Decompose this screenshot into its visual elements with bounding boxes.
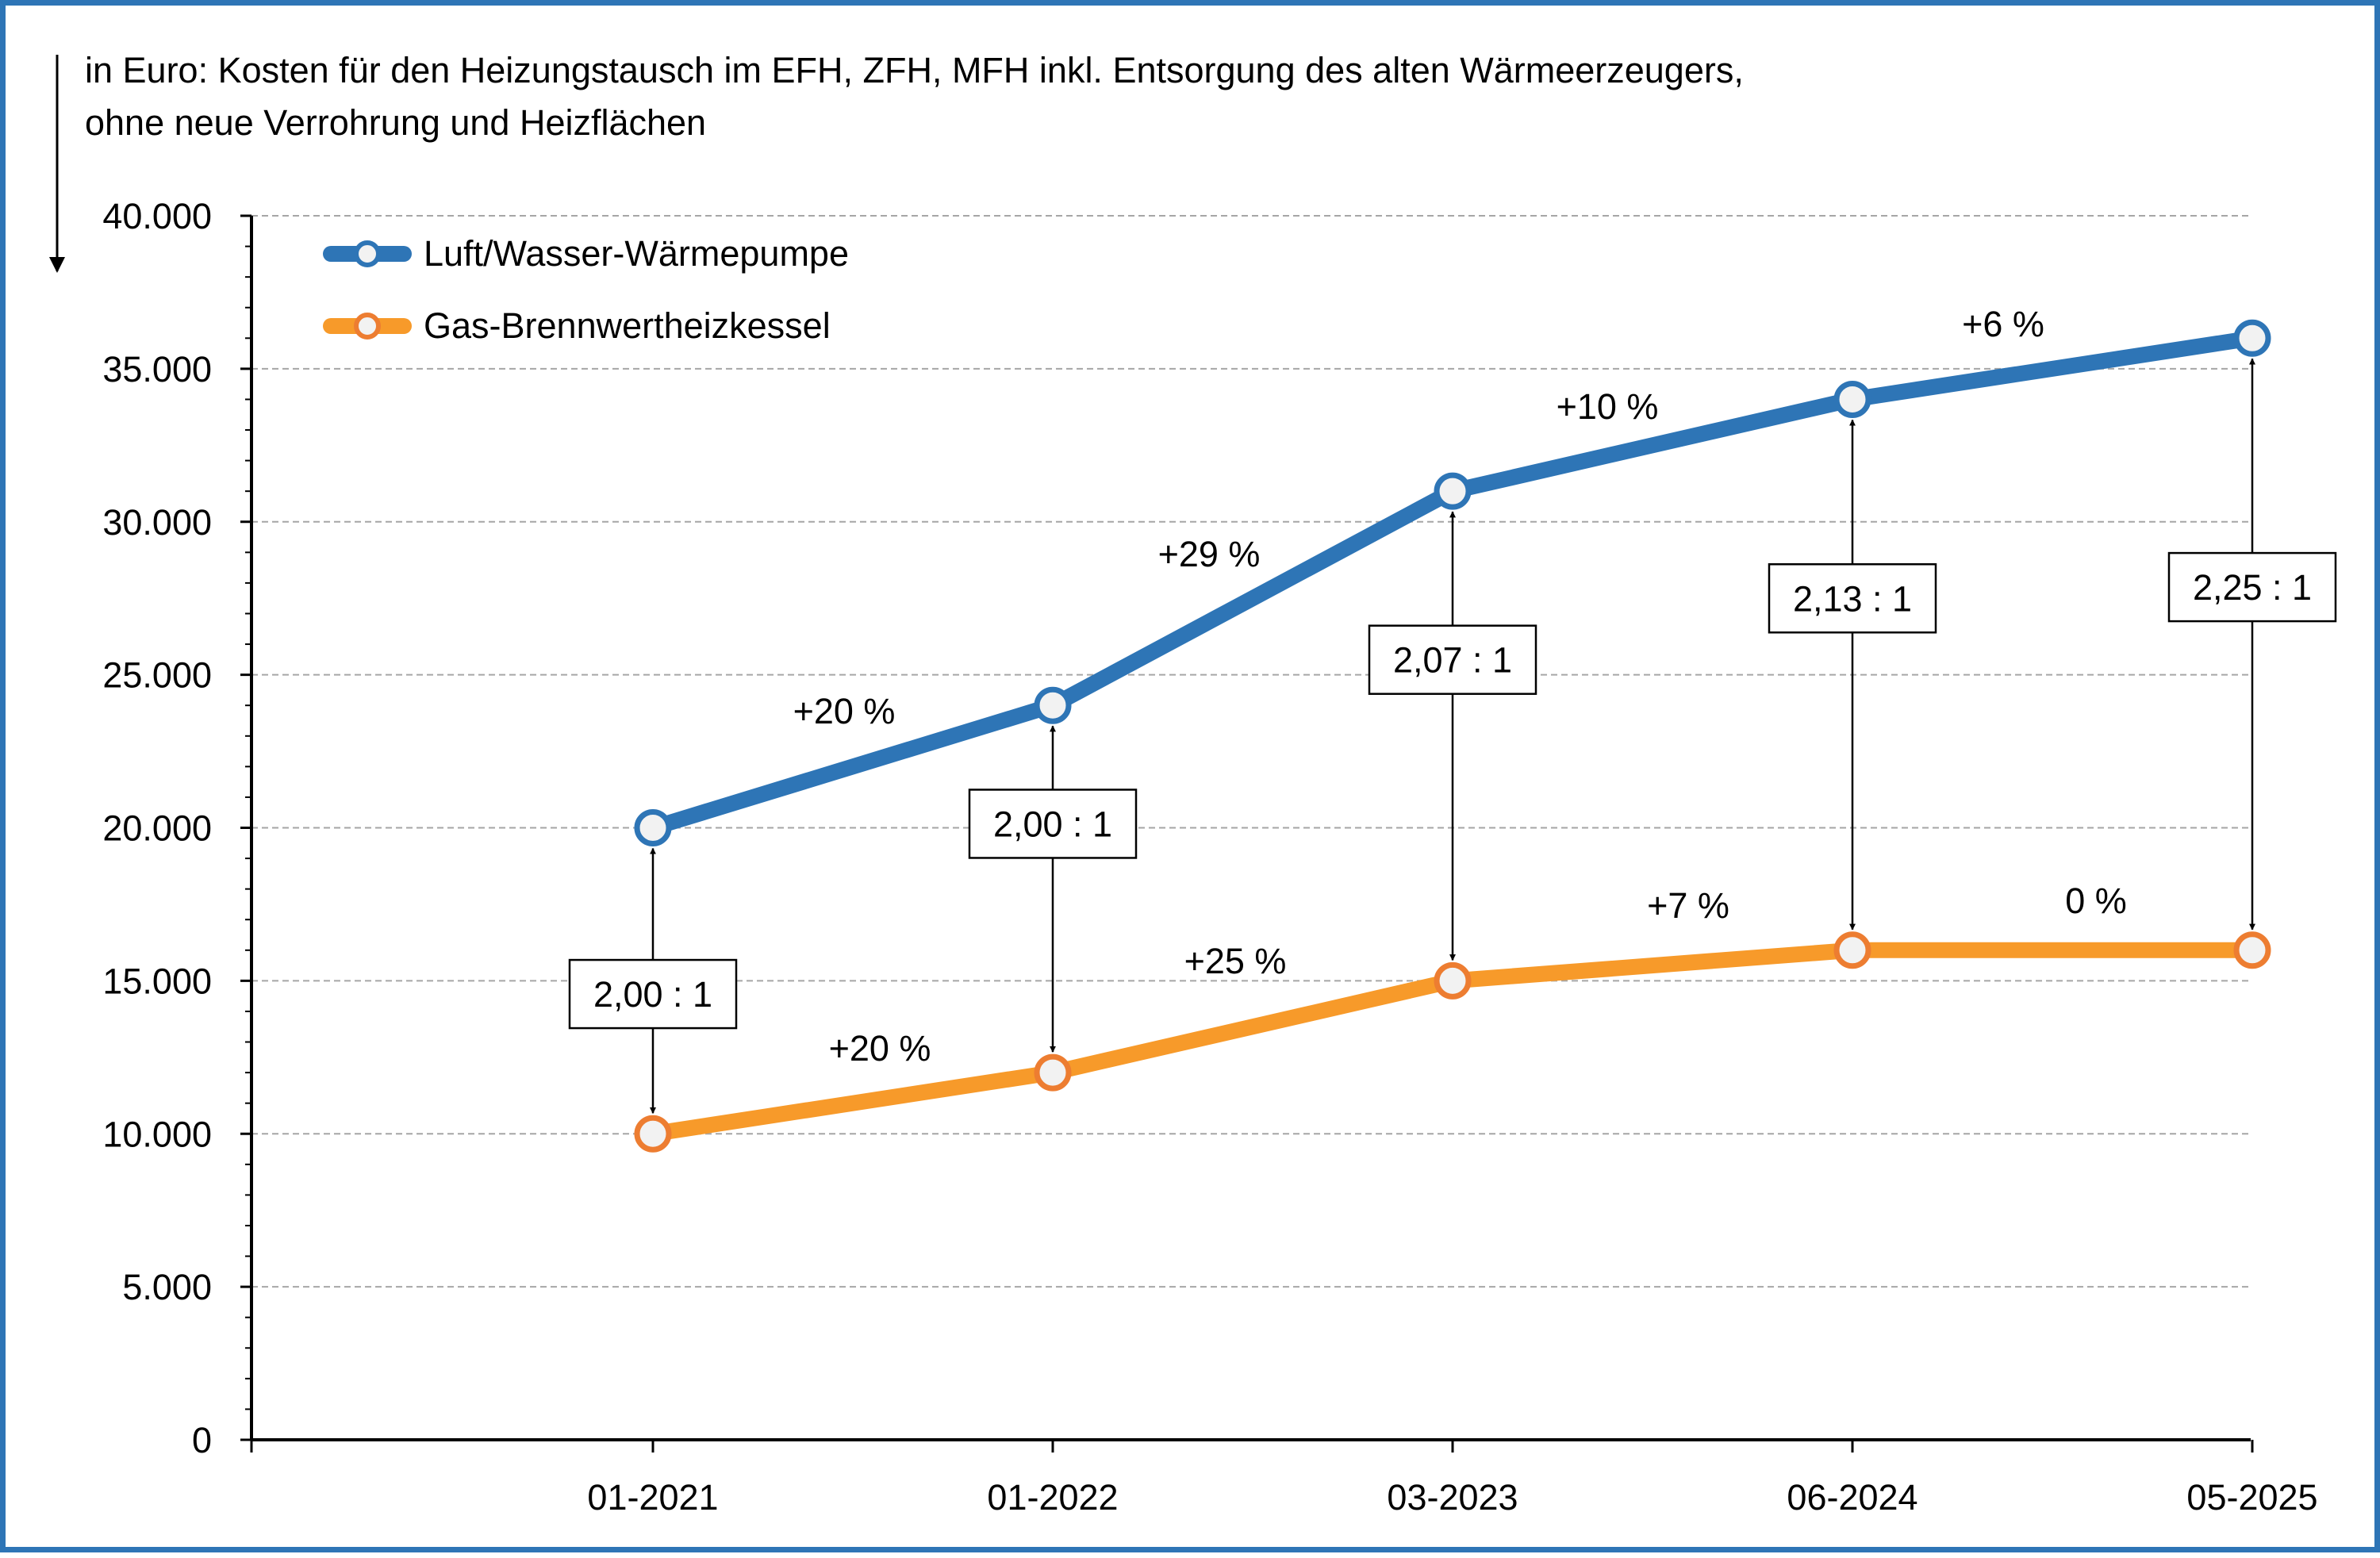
x-axis: 01-2021 01-2022 03-2023 06-2024 05-2025 [250, 1438, 2318, 1518]
ratio-box [568, 958, 738, 1030]
data-point [634, 1115, 672, 1153]
legend-item-heat-pump: Luft/Wasser-Wärmepumpe [323, 233, 849, 274]
y-tick-label: 0 [192, 1420, 212, 1460]
change-label: +29 % [1158, 534, 1261, 574]
y-tick-label: 20.000 [102, 808, 212, 849]
x-tick-label: 05-2025 [2186, 1477, 2317, 1518]
x-tick-label: 06-2024 [1787, 1477, 1917, 1518]
change-label: +7 % [1647, 885, 1729, 926]
ratio-annotations: 2,00 : 1 2,00 : 1 2,07 : 1 2,13 : 1 2,25 : 1 [568, 358, 2337, 1115]
ratio-box [1368, 624, 1537, 695]
data-point [1034, 686, 1072, 724]
y-tick-label: 40.000 [102, 196, 212, 236]
ratio-box [1768, 563, 1937, 634]
series-lines [634, 319, 2271, 1153]
ratio-label: 2,07 : 1 [1393, 640, 1512, 681]
change-label: +20 % [793, 691, 896, 731]
y-tick-label: 25.000 [102, 655, 212, 696]
y-axis: 0 5.000 10.000 15.000 20.000 25.000 30.000 35.0… [102, 196, 253, 1460]
x-tick-label: 01-2021 [587, 1477, 718, 1518]
data-point [1034, 1053, 1072, 1092]
line-chart: in Euro: Kosten für den Heizungstausch i… [49, 50, 2337, 1518]
chart-title: in Euro: Kosten für den Heizungstausch i… [85, 50, 1744, 90]
y-tick-label: 15.000 [102, 961, 212, 1001]
change-labels: +20 % +29 % +10 % +6 % +20 % +25 % +7 % 0 % [793, 304, 2127, 1069]
x-tick-label: 03-2023 [1387, 1477, 1518, 1518]
change-label: +25 % [1184, 941, 1287, 981]
change-label: +6 % [1962, 304, 2044, 344]
legend-marker-gas-boiler [354, 313, 381, 340]
ratio-label: 2,13 : 1 [1793, 578, 1912, 619]
y-tick-label: 35.000 [102, 349, 212, 390]
data-point [634, 809, 672, 846]
legend-label-heat-pump: Luft/Wasser-Wärmepumpe [424, 233, 849, 274]
y-tick-label: 5.000 [122, 1267, 212, 1307]
legend: Luft/Wasser-Wärmepumpe Gas-Brennwertheiz… [323, 233, 849, 346]
legend-item-gas-boiler: Gas-Brennwertheizkessel [323, 305, 831, 346]
legend-marker-heat-pump [354, 240, 381, 267]
data-point [1833, 380, 1871, 418]
data-point [1833, 931, 1871, 969]
data-point [1434, 961, 1472, 1000]
ratio-label: 2,00 : 1 [993, 804, 1112, 844]
ratio-box [968, 789, 1138, 859]
chart-subtitle: ohne neue Verrohrung und Heizflächen [85, 102, 706, 143]
ratio-box [2167, 551, 2337, 623]
change-label: +20 % [829, 1028, 931, 1069]
data-point [2233, 931, 2271, 969]
y-tick-label: 30.000 [102, 502, 212, 543]
data-point [2233, 319, 2271, 357]
legend-label-gas-boiler: Gas-Brennwertheizkessel [424, 305, 831, 346]
change-label: 0 % [2065, 881, 2127, 921]
ratio-label: 2,00 : 1 [593, 974, 712, 1015]
y-tick-label: 10.000 [102, 1114, 212, 1154]
ratio-label: 2,25 : 1 [2193, 567, 2312, 608]
data-point [1434, 472, 1472, 510]
x-tick-label: 01-2022 [987, 1477, 1118, 1518]
change-label: +10 % [1557, 386, 1659, 427]
